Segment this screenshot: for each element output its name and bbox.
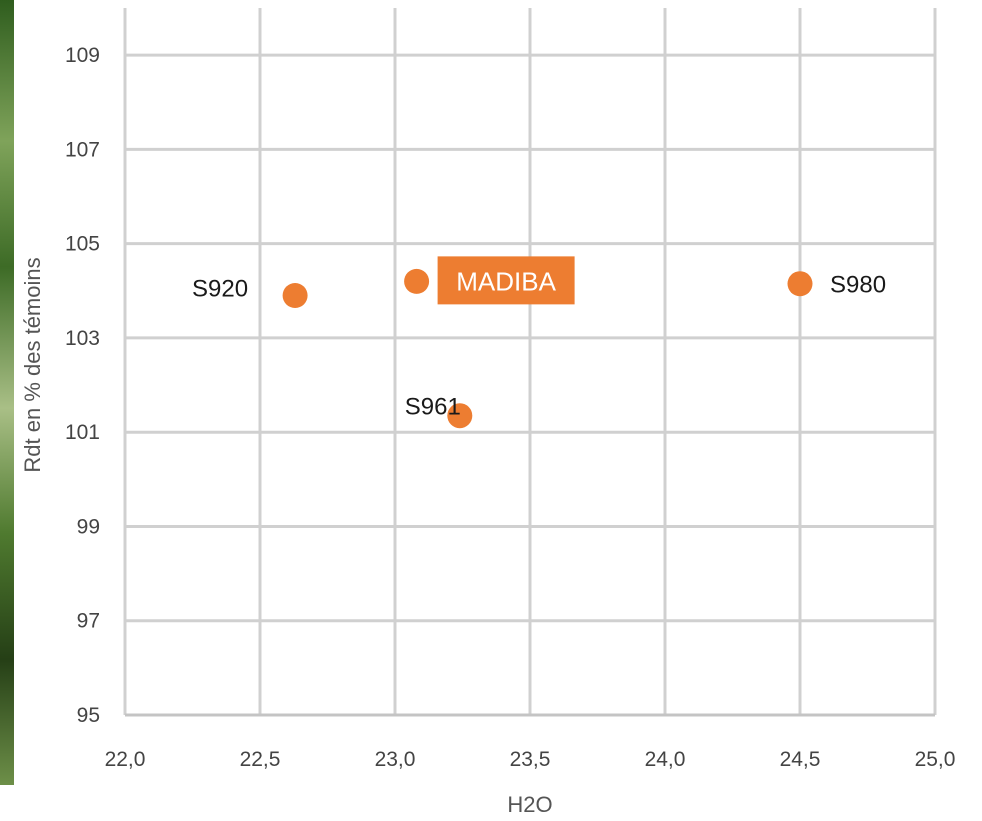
x-tick-label: 23,0: [375, 748, 416, 771]
y-tick-label: 103: [65, 327, 100, 350]
x-tick-label: 23,5: [510, 748, 551, 771]
point-labels: S920 MADIBA S961 S980: [192, 256, 886, 421]
x-tick-label: 25,0: [915, 748, 956, 771]
point-label: MADIBA: [456, 266, 556, 296]
x-tick-label: 24,0: [645, 748, 686, 771]
data-point: [787, 271, 813, 297]
y-tick-labels: 95 97 99 101 103 105 107 109: [65, 44, 100, 727]
vertical-gridlines: [123, 8, 937, 715]
y-tick-label: 107: [65, 138, 100, 161]
x-axis-title: H2O: [507, 792, 552, 817]
point-label-box: [437, 256, 575, 305]
x-tick-labels: 22,0 22,5 23,0 23,5 24,0 24,5 25,0: [105, 748, 956, 771]
data-point: [404, 268, 430, 294]
point-label: S961: [405, 394, 461, 421]
y-tick-label: 97: [77, 610, 100, 633]
x-tick-label: 22,0: [105, 748, 146, 771]
point-label: S920: [192, 276, 248, 303]
y-tick-label: 109: [65, 44, 100, 67]
y-tick-label: 95: [77, 704, 100, 727]
data-point: [282, 283, 308, 309]
y-axis-title: Rdt en % des témoins: [20, 257, 45, 472]
y-tick-label: 99: [77, 515, 100, 538]
data-points: [282, 268, 813, 429]
background-photo-strip: [0, 0, 14, 785]
y-tick-label: 105: [65, 233, 100, 256]
y-tick-label: 101: [65, 421, 100, 444]
data-point: [447, 403, 473, 429]
x-tick-label: 24,5: [780, 748, 821, 771]
point-label: S980: [830, 272, 886, 299]
x-tick-label: 22,5: [240, 748, 281, 771]
horizontal-gridlines: [125, 53, 935, 717]
